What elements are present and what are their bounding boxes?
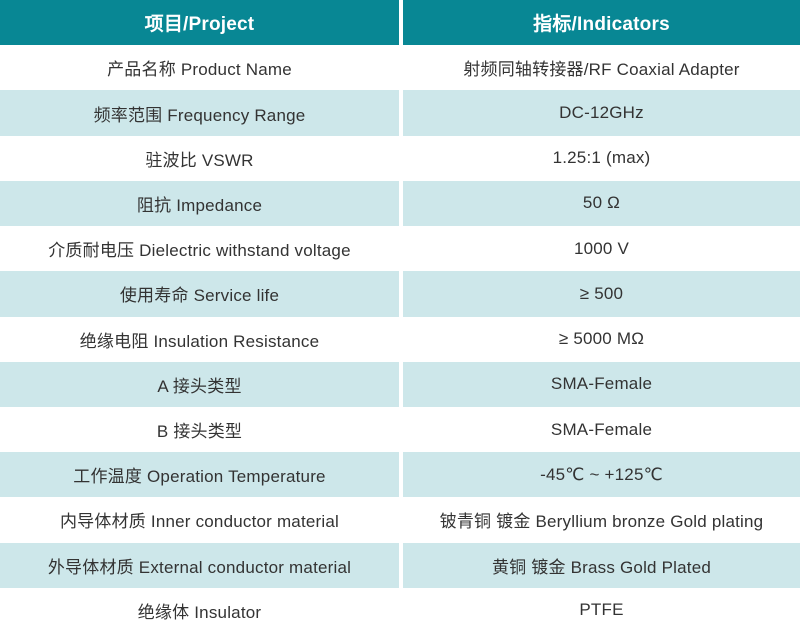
table-row-product-name: 产品名称 Product Name 射频同轴转接器/RF Coaxial Ada… (0, 45, 800, 91)
column-divider (399, 452, 403, 498)
column-divider (399, 90, 403, 136)
project-cell: 介质耐电压 Dielectric withstand voltage (0, 226, 399, 272)
table-row-dielectric-voltage: 介质耐电压 Dielectric withstand voltage 1000 … (0, 226, 800, 272)
table-row-insulation-resistance: 绝缘电阻 Insulation Resistance ≥ 5000 MΩ (0, 316, 800, 362)
indicator-cell: 铍青铜 镀金 Beryllium bronze Gold plating (403, 497, 800, 543)
project-cell: 阻抗 Impedance (0, 180, 399, 227)
column-divider (399, 0, 403, 46)
project-cell: 频率范围 Frequency Range (0, 90, 399, 136)
project-cell: A 接头类型 (0, 361, 399, 407)
project-cell: 内导体材质 Inner conductor material (0, 497, 399, 543)
column-divider (399, 406, 403, 453)
indicator-cell: -45℃ ~ +125℃ (403, 452, 800, 498)
project-cell: 外导体材质 External conductor material (0, 542, 399, 588)
indicator-cell: ≥ 500 (403, 271, 800, 317)
indicator-cell: 射频同轴转接器/RF Coaxial Adapter (403, 45, 800, 91)
project-cell: 工作温度 Operation Temperature (0, 452, 399, 498)
table-row-external-conductor: 外导体材质 External conductor material 黄铜 镀金 … (0, 542, 800, 588)
project-cell: 产品名称 Product Name (0, 45, 399, 91)
table-row-inner-conductor: 内导体材质 Inner conductor material 铍青铜 镀金 Be… (0, 497, 800, 543)
column-divider (399, 180, 403, 227)
table-row-impedance: 阻抗 Impedance 50 Ω (0, 180, 800, 227)
project-cell: 使用寿命 Service life (0, 271, 399, 317)
indicator-cell: 50 Ω (403, 180, 800, 227)
column-divider (399, 45, 403, 91)
header-cell-project: 项目/Project (0, 0, 399, 46)
project-cell: 绝缘体 Insulator (0, 587, 399, 633)
table-row-connector-a: A 接头类型 SMA-Female (0, 361, 800, 407)
column-divider (399, 542, 403, 588)
column-divider (399, 316, 403, 362)
indicator-cell: 黄铜 镀金 Brass Gold Plated (403, 542, 800, 588)
indicator-cell: SMA-Female (403, 361, 800, 407)
column-divider (399, 361, 403, 407)
indicator-cell: 1000 V (403, 226, 800, 272)
column-divider (399, 497, 403, 543)
indicator-cell: ≥ 5000 MΩ (403, 316, 800, 362)
column-divider (399, 587, 403, 633)
indicator-cell: PTFE (403, 587, 800, 633)
table-header-row: 项目/Project 指标/Indicators (0, 0, 800, 46)
table-row-operation-temperature: 工作温度 Operation Temperature -45℃ ~ +125℃ (0, 452, 800, 498)
indicator-cell: DC-12GHz (403, 90, 800, 136)
table-row-connector-b: B 接头类型 SMA-Female (0, 406, 800, 453)
table-row-frequency-range: 频率范围 Frequency Range DC-12GHz (0, 90, 800, 136)
column-divider (399, 271, 403, 317)
project-cell: 驻波比 VSWR (0, 135, 399, 181)
project-cell: B 接头类型 (0, 406, 399, 453)
table-row-vswr: 驻波比 VSWR 1.25:1 (max) (0, 135, 800, 181)
project-cell: 绝缘电阻 Insulation Resistance (0, 316, 399, 362)
indicator-cell: 1.25:1 (max) (403, 135, 800, 181)
indicator-cell: SMA-Female (403, 406, 800, 453)
table-row-service-life: 使用寿命 Service life ≥ 500 (0, 271, 800, 317)
table-row-insulator: 绝缘体 Insulator PTFE (0, 587, 800, 633)
header-cell-indicators: 指标/Indicators (403, 0, 800, 46)
column-divider (399, 226, 403, 272)
column-divider (399, 135, 403, 181)
